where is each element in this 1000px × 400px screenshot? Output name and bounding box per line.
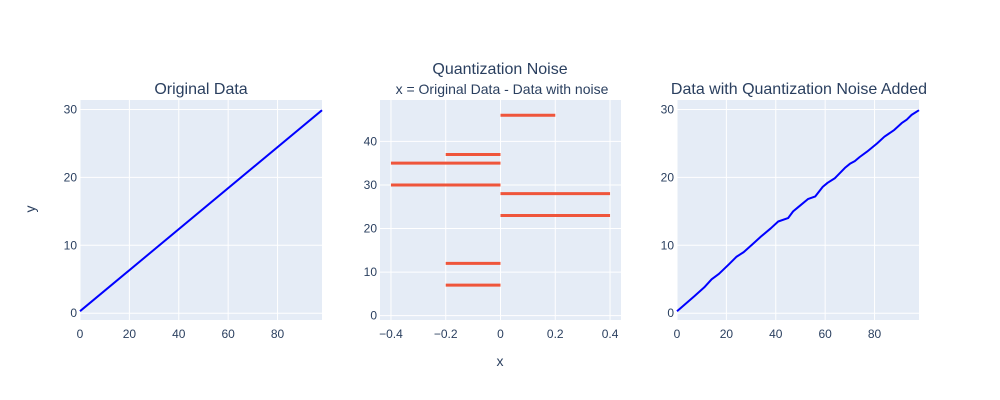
chart-1-title: Original Data <box>154 81 247 98</box>
chart-1-y-tick-label: 30 <box>64 103 78 117</box>
chart-2-y-tick-label: 20 <box>364 222 378 236</box>
chart-2-y-tick-label: 10 <box>364 265 378 279</box>
chart-2-x-tick-label: −0.4 <box>379 327 403 341</box>
chart-2-title: x = Original Data - Data with noise <box>396 81 609 97</box>
chart-2-y-tick-label: 30 <box>364 178 378 192</box>
chart-1-x-tick-label: 0 <box>77 327 84 341</box>
chart-3-y-tick-label: 20 <box>661 170 675 184</box>
chart-1-y-tick-label: 20 <box>64 170 78 184</box>
shared-y-axis-title: y <box>22 206 38 213</box>
chart-1-x-tick-label: 40 <box>172 327 186 341</box>
chart-2-y-tick-label: 40 <box>364 134 378 148</box>
chart-3-x-tick-label: 40 <box>769 327 783 341</box>
chart-2: −0.4 −0.2 0 0.2 0.4 0 10 20 30 40 <box>364 100 621 341</box>
chart-3-y-tick-label: 10 <box>661 238 675 252</box>
figure-suptitle: Quantization Noise <box>432 61 567 78</box>
chart-2-x-tick-label: 0.4 <box>602 327 619 341</box>
shared-x-axis-title: x <box>497 353 504 369</box>
chart-1-x-tick-label: 60 <box>221 327 235 341</box>
chart-3-title: Data with Quantization Noise Added <box>671 81 927 98</box>
chart-3: 0 20 40 60 80 0 10 20 30 <box>661 100 920 341</box>
chart-3-x-tick-label: 0 <box>674 327 681 341</box>
chart-3-x-tick-label: 20 <box>720 327 734 341</box>
chart-3-y-tick-label: 0 <box>667 306 674 320</box>
chart-2-x-tick-label: 0 <box>497 327 504 341</box>
chart-3-y-tick-label: 30 <box>661 103 675 117</box>
chart-1: 0 20 40 60 80 0 10 20 30 <box>64 100 323 341</box>
chart-3-x-tick-label: 60 <box>818 327 832 341</box>
chart-1-series-line-1 <box>79 109 323 312</box>
chart-3-plot-area <box>677 100 919 320</box>
chart-2-x-tick-label: −0.2 <box>434 327 458 341</box>
chart-3-series-line-1 <box>676 109 920 312</box>
chart-2-y-tick-label: 0 <box>370 309 377 323</box>
chart-3-x-tick-label: 80 <box>868 327 882 341</box>
chart-1-x-tick-label: 80 <box>271 327 285 341</box>
chart-1-x-tick-label: 20 <box>123 327 137 341</box>
chart-2-x-tick-label: 0.2 <box>547 327 564 341</box>
chart-1-y-tick-label: 0 <box>70 306 77 320</box>
chart-1-y-tick-label: 10 <box>64 238 78 252</box>
